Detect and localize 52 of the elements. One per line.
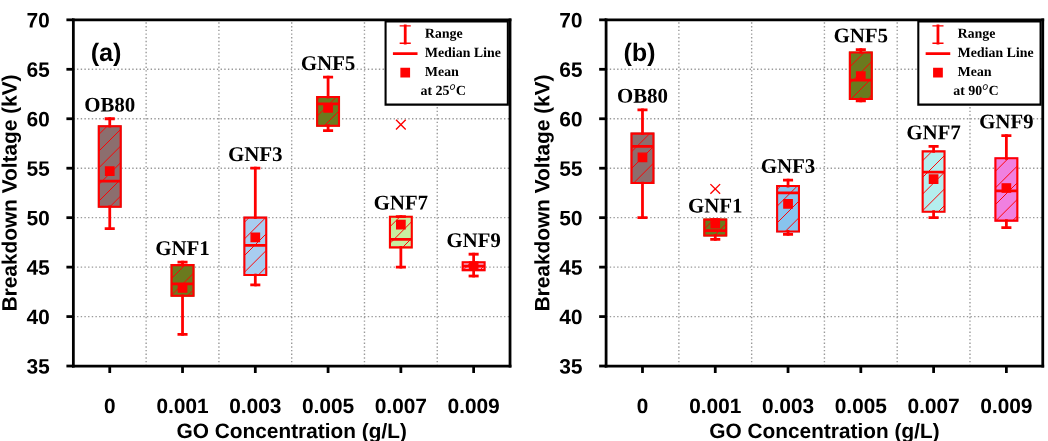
x-tick-label: 0.003	[762, 398, 814, 414]
y-tick-label: 60	[27, 111, 49, 127]
x-tick-label: 0.007	[908, 398, 959, 414]
annotation: GNF7	[907, 125, 961, 140]
y-tick-label: 65	[27, 62, 50, 78]
annotation: Range	[425, 28, 463, 41]
annotation: GNF1	[689, 198, 742, 213]
y-tick-label: 70	[27, 12, 49, 28]
y-tick-label: 35	[27, 359, 50, 374]
y-tick-label: 35	[559, 359, 582, 374]
x-tick-label: 0.001	[690, 398, 741, 414]
x-tick-label: 0.009	[448, 398, 499, 414]
annotation: at 90$^{o}$C	[953, 84, 998, 96]
x-tick-label: 0.005	[302, 398, 354, 414]
annotation: GNF3	[229, 147, 282, 162]
x-tick-label: 0.001	[157, 398, 209, 414]
y-tick-label: 40	[559, 309, 582, 325]
annotation: Range	[957, 28, 996, 41]
y-tick-label: 55	[559, 161, 582, 176]
x-tick-label: 0.005	[835, 398, 887, 414]
y-axis-title: Breakdown Voltage (kV)	[534, 75, 554, 311]
x-tick-label: 0	[637, 398, 648, 414]
annotation: at 25$^{o}$C	[420, 84, 465, 96]
annotation: GNF7	[374, 195, 428, 210]
annotation: GNF9	[447, 233, 501, 248]
y-tick-label: 45	[559, 260, 582, 275]
y-axis-title: Breakdown Voltage (kV)	[1, 75, 22, 311]
annotation: GNF3	[761, 159, 815, 174]
y-tick-label: 55	[27, 161, 50, 176]
y-tick-label: 50	[27, 210, 49, 226]
annotation: GNF9	[980, 114, 1033, 129]
x-tick-label: 0.007	[375, 398, 427, 414]
annotation: (a)	[92, 42, 121, 67]
y-tick-label: 40	[26, 309, 49, 325]
annotation: Median Line	[425, 47, 501, 58]
annotation: Median Line	[957, 47, 1034, 58]
x-tick-label: 0	[104, 398, 115, 414]
annotation: OB80	[85, 97, 135, 112]
annotation: OB80	[618, 88, 668, 103]
y-tick-label: 70	[560, 12, 582, 28]
y-tick-label: 50	[559, 210, 582, 226]
y-tick-label: 60	[560, 111, 582, 127]
annotation: (b)	[624, 42, 655, 67]
annotation: GNF5	[834, 28, 888, 43]
annotation: GNF1	[156, 241, 209, 256]
annotation: Mean	[425, 66, 459, 77]
x-tick-label: 0.003	[230, 398, 281, 414]
annotation: GNF5	[301, 56, 355, 71]
y-tick-label: 65	[560, 62, 582, 78]
y-tick-label: 45	[26, 260, 50, 275]
annotation: Mean	[957, 66, 992, 77]
x-tick-label: 0.009	[981, 398, 1032, 414]
